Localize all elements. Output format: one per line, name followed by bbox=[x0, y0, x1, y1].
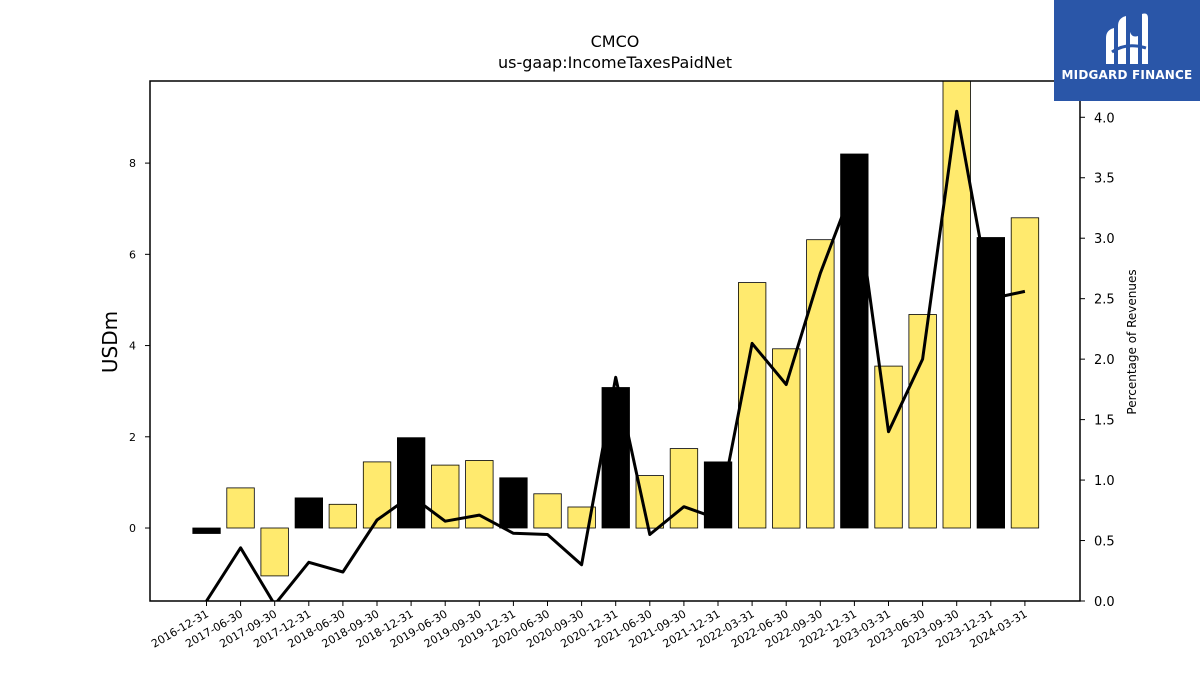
bar bbox=[976, 237, 1005, 529]
bar bbox=[362, 461, 392, 529]
y2-tick-label: 2.5 bbox=[1094, 293, 1115, 308]
y2-tick-label: 0.5 bbox=[1094, 535, 1115, 550]
bar bbox=[635, 475, 664, 529]
chart-subtitle: us-gaap:IncomeTaxesPaidNet bbox=[498, 53, 732, 72]
bar bbox=[499, 477, 528, 529]
bar bbox=[260, 527, 289, 577]
y2-tick-label: 4.0 bbox=[1094, 111, 1115, 126]
bar bbox=[431, 464, 460, 529]
y-tick-label: 2 bbox=[129, 431, 136, 444]
bar bbox=[942, 81, 971, 529]
plot-frame bbox=[149, 80, 1081, 602]
bar bbox=[874, 365, 903, 529]
midgard-logo-icon bbox=[1106, 13, 1148, 64]
chart-title: CMCO bbox=[591, 32, 640, 51]
y2-axis-label: Percentage of Revenues bbox=[1125, 269, 1139, 414]
y2-tick-label: 1.5 bbox=[1094, 414, 1115, 429]
bar bbox=[294, 497, 324, 529]
y-tick-label: 8 bbox=[129, 157, 136, 170]
y2-tick-label: 2.0 bbox=[1094, 353, 1115, 368]
bar bbox=[328, 503, 358, 529]
bar bbox=[601, 387, 630, 529]
bar bbox=[806, 239, 835, 529]
bar bbox=[533, 493, 562, 529]
y2-tick-label: 3.5 bbox=[1094, 172, 1115, 187]
bar bbox=[908, 314, 937, 529]
bar bbox=[1010, 217, 1040, 529]
y-tick-label: 4 bbox=[129, 340, 136, 353]
bar bbox=[192, 527, 221, 534]
y2-tick-label: 1.0 bbox=[1094, 474, 1115, 489]
y2-tick-label: 0.0 bbox=[1094, 595, 1115, 610]
bar bbox=[396, 437, 426, 529]
bar bbox=[772, 348, 801, 529]
bars-layer bbox=[192, 81, 1040, 577]
y-axis-label: USDm bbox=[98, 311, 122, 373]
y-tick-label: 6 bbox=[129, 248, 136, 261]
bar bbox=[738, 282, 767, 529]
bar bbox=[226, 487, 255, 529]
y-tick-label: 0 bbox=[129, 522, 136, 535]
bar bbox=[840, 153, 869, 529]
line-layer bbox=[205, 109, 1026, 601]
y2-tick-label: 3.0 bbox=[1094, 232, 1115, 247]
brand-logo: MIDGARD FINANCE bbox=[1054, 0, 1200, 101]
brand-name: MIDGARD FINANCE bbox=[1061, 68, 1193, 82]
series-line bbox=[205, 109, 1026, 601]
